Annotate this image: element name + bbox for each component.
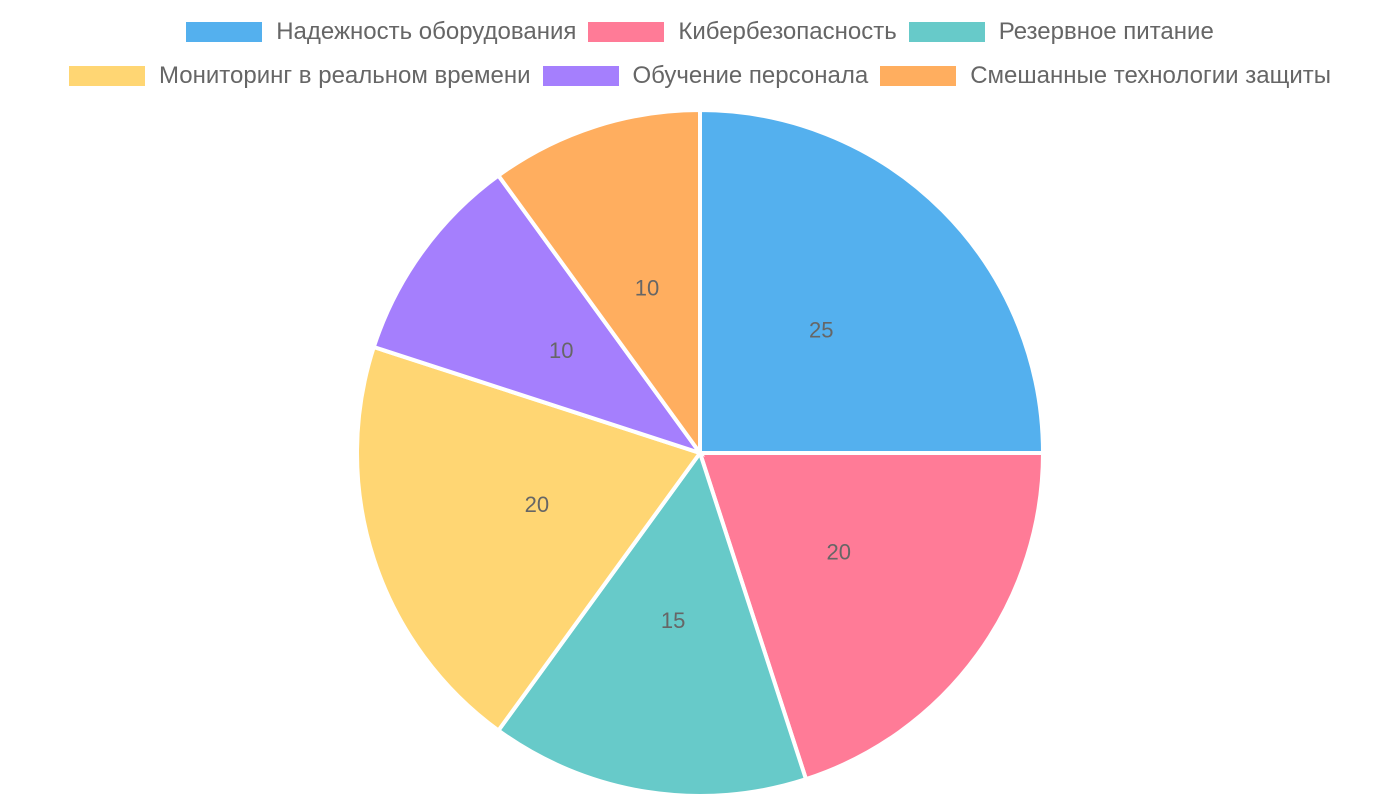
legend-item-staff-training[interactable]: Обучение персонала: [542, 62, 869, 90]
slice-value-label: 20: [827, 540, 851, 565]
legend-label: Мониторинг в реальном времени: [159, 62, 531, 89]
legend-item-hardware-reliability[interactable]: Надежность оборудования: [186, 18, 576, 46]
legend-label: Резервное питание: [998, 18, 1214, 45]
legend-item-mixed-protection[interactable]: Смешанные технологии защиты: [880, 62, 1331, 90]
legend-swatch: [588, 22, 665, 42]
legend-item-backup-power[interactable]: Резервное питание: [908, 18, 1214, 46]
legend-swatch: [880, 66, 957, 86]
legend-item-cybersecurity[interactable]: Кибербезопасность: [588, 18, 897, 46]
slice-value-label: 15: [661, 608, 685, 633]
legend-label: Смешанные технологии защиты: [970, 62, 1331, 89]
chart-legend: Надежность оборудования Кибербезопасност…: [0, 0, 1400, 98]
legend-row-1: Надежность оборудования Кибербезопасност…: [0, 10, 1400, 54]
legend-row-2: Мониторинг в реальном времени Обучение п…: [0, 54, 1400, 98]
legend-swatch: [186, 22, 263, 42]
pie-slice[interactable]: [371, 172, 706, 457]
pie-slice[interactable]: [495, 107, 702, 460]
slice-value-label: 25: [809, 318, 833, 343]
pie-labels: 25 20 15 20 10 10: [525, 276, 851, 633]
pie-slice[interactable]: [495, 448, 809, 798]
legend-swatch: [908, 22, 985, 42]
legend-label: Обучение персонала: [632, 62, 869, 89]
slice-value-label: 10: [635, 276, 659, 301]
pie-slices: [355, 107, 1046, 798]
legend-swatch: [542, 66, 619, 86]
pie-slice[interactable]: [355, 344, 704, 734]
legend-swatch: [69, 66, 146, 86]
legend-label: Надежность оборудования: [276, 18, 577, 45]
legend-item-realtime-monitoring[interactable]: Мониторинг в реальном времени: [69, 62, 531, 90]
slice-value-label: 10: [549, 338, 573, 363]
pie-slice[interactable]: [697, 451, 1046, 782]
legend-label: Кибербезопасность: [678, 18, 897, 45]
slice-value-label: 20: [525, 492, 549, 517]
pie-slice[interactable]: [698, 107, 1046, 455]
